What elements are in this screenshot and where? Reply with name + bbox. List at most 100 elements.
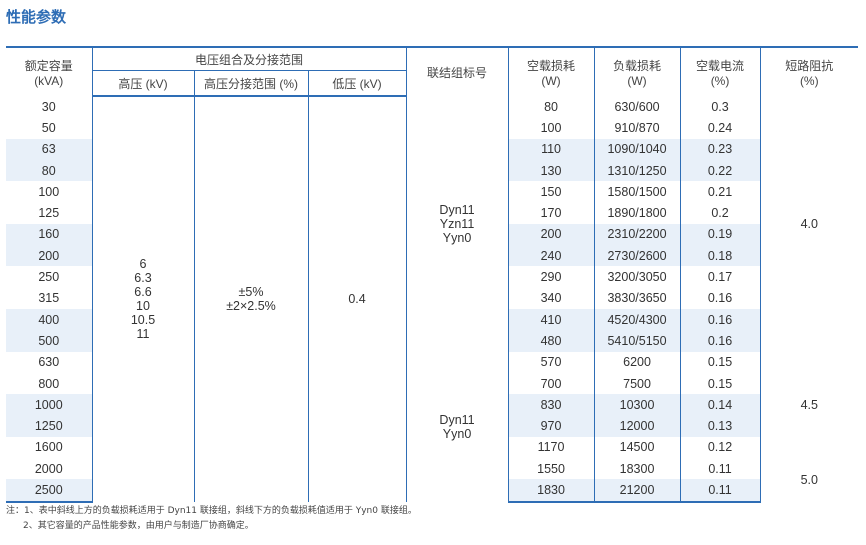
noload-loss-cell: 1550 [507, 458, 595, 480]
header-tap-range: 高压分接范围 (%) [193, 70, 308, 97]
noload-current-cell: 0.18 [679, 245, 761, 267]
header-impedance: 短路阻抗 (%) [759, 47, 859, 96]
vector-group-cell: Dyn11 Yyn0 [405, 351, 509, 502]
load-loss-cell: 2310/2200 [593, 223, 681, 246]
noload-loss-cell: 110 [507, 138, 595, 160]
note-2: 2、其它容量的产品性能参数，由用户与制造厂协商确定。 [23, 521, 254, 531]
capacity-cell: 2000 [34, 461, 63, 476]
noload-loss-cell: 130 [507, 159, 595, 182]
load-loss-cell: 14500 [593, 436, 681, 459]
impedance-cell: 4.0 [759, 96, 859, 352]
noload-current-cell: 0.13 [679, 415, 761, 437]
noload-loss-cell: 290 [507, 266, 595, 288]
noload-loss-cell: 1830 [507, 479, 595, 503]
noload-current-cell: 0.12 [679, 436, 761, 459]
vector-group-cell: Dyn11 Yzn11 Yyn0 [405, 96, 509, 352]
header-lv: 低压 (kV) [307, 70, 407, 97]
noload-loss-cell: 100 [507, 117, 595, 139]
performance-table: 额定容量 (kVA) 电压组合及分接范围 联结组标号 空载损耗 (W) 负载损耗 (W… [6, 46, 859, 503]
note-1: 注：1、表中斜线上方的负载损耗适用于 Dyn11 联接组，斜线下方的负载损耗值适… [6, 506, 417, 516]
table-row: 250 290 3200/3050 0.17 [6, 266, 858, 288]
capacity-cell: 250 [38, 270, 60, 285]
hv-value: 6 [139, 257, 147, 272]
noload-loss-cell: 480 [507, 330, 595, 352]
noload-current-cell: 0.16 [679, 287, 761, 309]
table-row: 630 Dyn11 Yyn0 570 6200 0.15 4.5 [6, 351, 859, 502]
load-loss-cell: 1890/1800 [593, 202, 681, 224]
noload-current-cell: 0.19 [679, 223, 761, 246]
capacity-cell: 1000 [6, 394, 92, 416]
noload-current-cell: 0.11 [679, 479, 761, 503]
capacity-cell: 800 [38, 376, 60, 391]
lv-cell: 0.4 [307, 96, 407, 502]
capacity-cell: 160 [6, 223, 92, 246]
hv-cell: 6 6.3 6.6 10 10.5 11 [91, 96, 194, 502]
noload-current-cell: 0.2 [679, 202, 761, 224]
table-row: 1250 970 12000 0.13 [6, 415, 858, 437]
header-capacity: 额定容量 (kVA) [24, 58, 73, 88]
capacity-cell: 50 [41, 120, 56, 135]
load-loss-cell: 4520/4300 [593, 308, 681, 331]
table-row: 125 170 1890/1800 0.2 [6, 202, 858, 224]
load-loss-cell: 18300 [593, 458, 681, 480]
load-loss-cell: 7500 [593, 372, 681, 395]
vector-group-value: Dyn11 [439, 412, 475, 427]
capacity-cell: 125 [38, 206, 60, 221]
hv-value: 6.3 [134, 271, 152, 286]
noload-loss-cell: 830 [507, 394, 595, 416]
capacity-cell: 2500 [6, 479, 92, 503]
load-loss-cell: 2730/2600 [593, 245, 681, 267]
page-title: 性能参数 [6, 8, 67, 26]
table-row: 2500 1830 21200 0.11 [6, 479, 858, 503]
noload-loss-cell: 970 [507, 415, 595, 437]
header-noload-loss: 空载损耗 (W) [507, 47, 595, 96]
load-loss-cell: 1580/1500 [593, 181, 681, 203]
header-noload-current: 空载电流 (%) [679, 47, 761, 96]
capacity-cell: 63 [6, 138, 92, 160]
noload-current-cell: 0.17 [679, 266, 761, 288]
noload-loss-cell: 170 [507, 202, 595, 224]
noload-loss-cell: 80 [507, 96, 595, 118]
hv-value: 6.6 [134, 285, 152, 300]
noload-current-cell: 0.16 [679, 308, 761, 331]
load-loss-cell: 1310/1250 [593, 159, 681, 182]
table-row: 160 200 2310/2200 0.19 [6, 223, 858, 246]
header-hv: 高压 (kV) [91, 70, 194, 97]
table-row: 200 240 2730/2600 0.18 [6, 245, 858, 267]
table-row: 800 700 7500 0.15 [6, 372, 858, 395]
table-row: 30 6 6.3 6.6 10 10.5 11 ±5% ±2×2.5% 0.4 Dyn11 Yzn11… [6, 96, 859, 502]
table-row: 50 100 910/870 0.24 [6, 117, 858, 139]
load-loss-cell: 3200/3050 [593, 266, 681, 288]
table-row: 315 340 3830/3650 0.16 [6, 287, 858, 309]
hv-value: 11 [136, 327, 150, 342]
capacity-cell: 30 [41, 99, 56, 114]
table-row: 100 150 1580/1500 0.21 [6, 181, 858, 203]
noload-loss-cell: 240 [507, 245, 595, 267]
table-row: 2000 1550 18300 0.11 5.0 [6, 458, 859, 502]
noload-current-cell: 0.14 [679, 394, 761, 416]
noload-loss-cell: 200 [507, 223, 595, 246]
load-loss-cell: 10300 [593, 394, 681, 416]
header-load-loss: 负载损耗 (W) [593, 47, 681, 96]
noload-loss-cell: 700 [507, 372, 595, 395]
load-loss-cell: 12000 [593, 415, 681, 437]
tap-value: ±2×2.5% [226, 299, 276, 314]
hv-value: 10.5 [130, 313, 156, 328]
noload-loss-cell: 150 [507, 181, 595, 203]
capacity-cell: 80 [6, 159, 92, 182]
load-loss-cell: 910/870 [593, 117, 681, 139]
table-row: 400 410 4520/4300 0.16 [6, 308, 858, 331]
header-vector-group: 联结组标号 [405, 47, 509, 96]
impedance-cell: 5.0 [759, 458, 859, 502]
impedance-cell: 4.5 [759, 351, 859, 459]
tap-range-cell: ±5% ±2×2.5% [193, 96, 308, 502]
tap-value: ±5% [238, 285, 264, 300]
noload-current-cell: 0.15 [679, 372, 761, 395]
load-loss-cell: 1090/1040 [593, 138, 681, 160]
noload-current-cell: 0.16 [679, 330, 761, 352]
noload-loss-cell: 410 [507, 308, 595, 331]
capacity-cell: 500 [6, 330, 92, 352]
noload-current-cell: 0.21 [679, 181, 761, 203]
noload-loss-cell: 340 [507, 287, 595, 309]
noload-loss-cell: 1170 [507, 436, 595, 459]
